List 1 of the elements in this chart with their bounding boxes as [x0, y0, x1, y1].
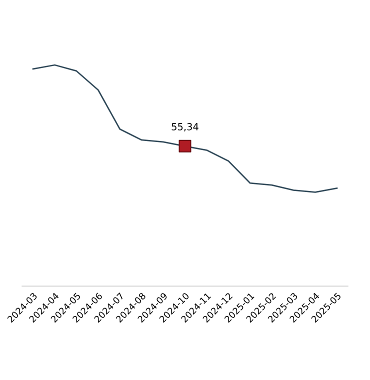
annotation: 55,34 [172, 123, 198, 132]
